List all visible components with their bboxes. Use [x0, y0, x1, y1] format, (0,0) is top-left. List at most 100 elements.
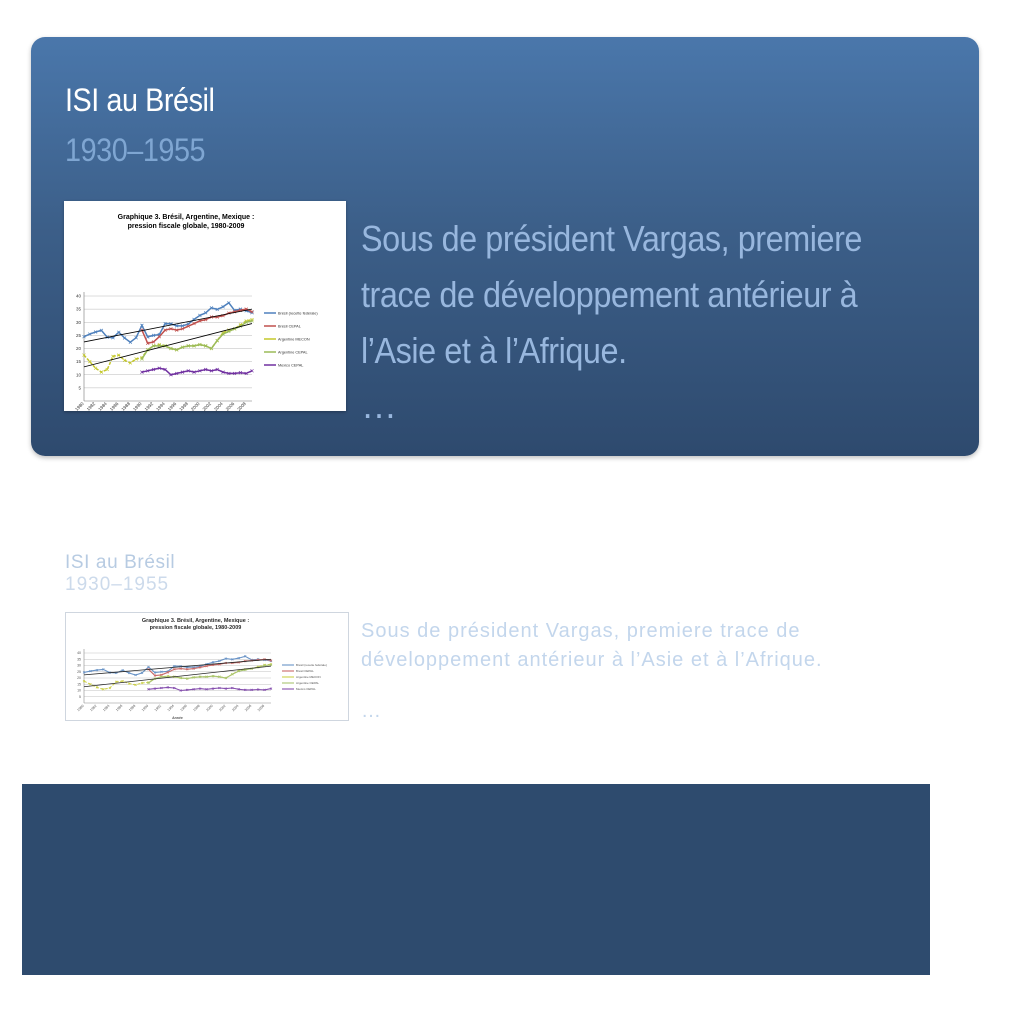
- y-tick-label: 10: [77, 689, 81, 693]
- data-point: [237, 656, 241, 660]
- y-tick-label: 5: [79, 695, 81, 699]
- data-point: [237, 688, 241, 691]
- data-point: [163, 321, 167, 326]
- data-point: [179, 689, 182, 692]
- data-point: [198, 687, 202, 690]
- trendline: [83, 665, 272, 688]
- data-point: [163, 328, 167, 332]
- legend-label: Brésil CEPAL: [296, 669, 314, 673]
- slide-title: ISI au Brésil: [65, 82, 215, 118]
- data-point: [117, 330, 121, 334]
- data-point: [227, 371, 231, 376]
- x-tick-label: 1986: [115, 704, 123, 712]
- x-tick-label: 1986: [109, 401, 120, 411]
- x-tick-label: 1984: [102, 704, 110, 712]
- data-point: [140, 370, 144, 374]
- legend-label: Brésil CEPAL: [278, 325, 301, 329]
- data-point: [160, 686, 163, 690]
- chart-thumbnail: Graphique 3. Brésil, Argentine, Mexique …: [64, 201, 346, 423]
- data-point: [192, 321, 196, 326]
- data-point: [153, 674, 157, 677]
- x-tick-label: 1984: [97, 401, 108, 411]
- x-tick-label: 2000: [190, 401, 201, 411]
- x-tick-label: 1998: [178, 401, 189, 411]
- x-tick-label: 2004: [213, 401, 224, 411]
- data-point: [250, 688, 253, 692]
- y-tick-label: 15: [76, 359, 82, 364]
- data-point: [224, 657, 228, 660]
- trendline: [83, 658, 272, 676]
- tax-pressure-chart: Graphique 3. Brésil, Argentine, Mexique …: [74, 214, 318, 423]
- data-point: [151, 340, 156, 344]
- legend-label: Argentine CEPAL: [296, 681, 319, 685]
- data-point: [269, 687, 273, 690]
- data-point: [218, 659, 221, 663]
- data-point: [127, 682, 131, 685]
- data-point: [99, 328, 104, 333]
- data-point: [157, 334, 162, 339]
- data-point: [174, 348, 179, 352]
- data-point: [215, 338, 219, 343]
- data-point: [140, 671, 144, 675]
- data-point: [238, 370, 243, 375]
- faded-more-ellipsis: …: [361, 700, 381, 722]
- data-point: [221, 332, 225, 336]
- data-point: [145, 335, 150, 339]
- data-point: [102, 668, 105, 671]
- data-point: [263, 664, 266, 667]
- data-point: [111, 354, 115, 359]
- data-point: [166, 686, 170, 689]
- data-point: [180, 345, 185, 349]
- data-point: [174, 371, 179, 376]
- data-point: [163, 367, 167, 372]
- data-point: [186, 369, 191, 373]
- data-point: [231, 686, 234, 690]
- data-point: [198, 319, 202, 323]
- data-point: [231, 658, 234, 661]
- x-tick-label: 2000: [205, 704, 213, 712]
- data-point: [215, 367, 219, 372]
- data-point: [127, 671, 131, 675]
- data-point: [192, 667, 195, 670]
- x-tick-label: 2008: [236, 401, 247, 411]
- data-point: [198, 313, 202, 318]
- data-point: [147, 688, 150, 691]
- data-point: [82, 671, 86, 674]
- data-point: [99, 370, 104, 374]
- slide-card: ISI au Brésil 1930–1955 Graphique 3. Bré…: [31, 37, 979, 456]
- data-point: [160, 670, 163, 673]
- data-point: [173, 686, 176, 690]
- data-point: [140, 323, 144, 328]
- data-point: [140, 681, 144, 685]
- y-tick-label: 25: [77, 670, 81, 674]
- y-tick-label: 30: [76, 320, 82, 325]
- data-point: [153, 671, 157, 674]
- data-point: [153, 687, 157, 690]
- data-point: [269, 659, 273, 662]
- data-point: [174, 324, 179, 328]
- x-axis-label: Année: [172, 716, 183, 720]
- data-point: [180, 370, 185, 374]
- x-tick-label: 1998: [192, 704, 200, 712]
- data-point: [89, 683, 92, 686]
- legend-label: Mexico CEPAL: [278, 364, 303, 368]
- y-tick-label: 20: [77, 676, 81, 680]
- data-point: [205, 688, 208, 691]
- data-point: [221, 305, 225, 309]
- data-point: [121, 669, 124, 672]
- data-point: [185, 688, 189, 692]
- data-point: [114, 680, 118, 683]
- data-point: [185, 668, 189, 671]
- data-point: [203, 311, 208, 315]
- y-tick-label: 40: [76, 294, 82, 299]
- data-point: [205, 675, 208, 678]
- data-point: [179, 667, 182, 670]
- data-point: [134, 683, 137, 687]
- data-point: [173, 668, 176, 671]
- x-tick-label: 1980: [74, 401, 85, 411]
- legend-label: Argentine CEPAL: [278, 351, 308, 355]
- data-point: [95, 668, 99, 672]
- data-point: [211, 661, 215, 664]
- series-line: [141, 320, 253, 360]
- data-point: [224, 676, 228, 680]
